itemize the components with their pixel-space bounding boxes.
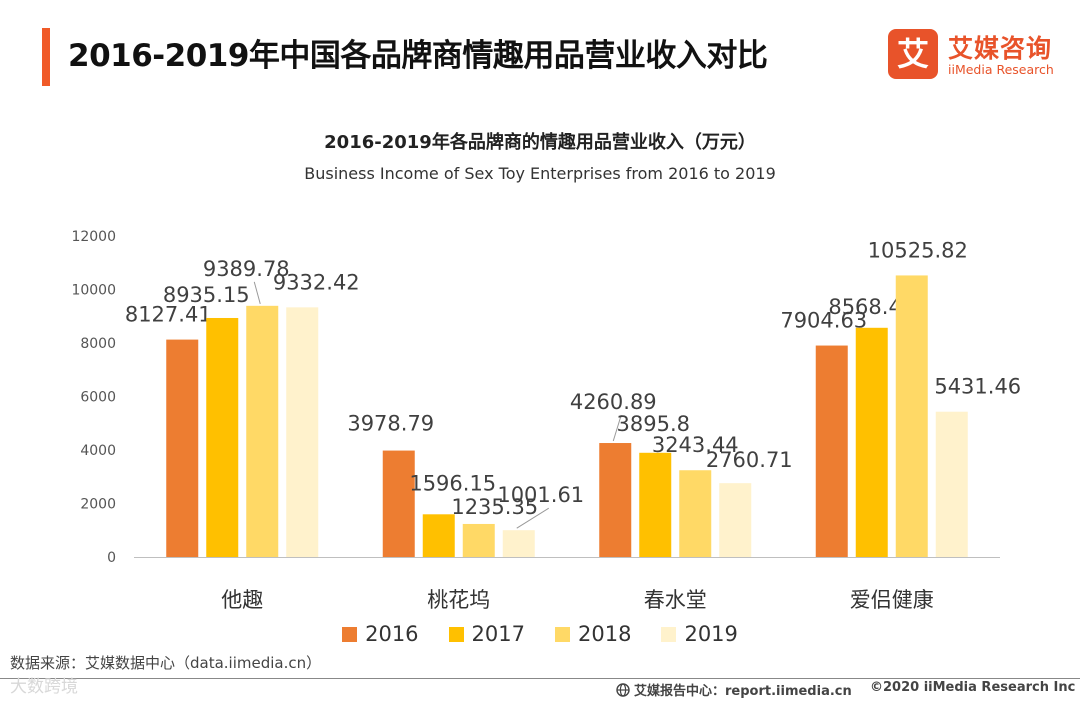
y-tick-label: 10000 (71, 283, 116, 299)
page-title: 2016-2019年中国各品牌商情趣用品营业收入对比 (68, 38, 768, 74)
bar-2019-1 (286, 307, 319, 557)
x-category-label: 爱侣健康 (850, 588, 934, 612)
bar-2017-1 (206, 317, 239, 557)
data-label: 9389.78 (203, 257, 290, 281)
legend-item-2016: 2016 (342, 622, 419, 646)
data-source: 数据来源：艾媒数据中心（data.iimedia.cn） (10, 654, 322, 672)
bar-2019-3 (719, 483, 752, 557)
report-center-link[interactable]: 艾媒报告中心：report.iimedia.cn (616, 680, 852, 699)
leader-line (612, 414, 622, 442)
iimedia-logo: 艾 艾媒咨询 iiMedia Research (888, 29, 1068, 85)
data-label: 4260.89 (570, 390, 657, 414)
legend-label: 2016 (365, 622, 419, 646)
y-tick-label: 8000 (80, 336, 116, 352)
bar-2016-4 (815, 345, 848, 557)
data-label: 5431.46 (934, 375, 1021, 399)
watermark-text: 大数跨境 (10, 677, 78, 697)
bar-2019-4 (935, 411, 968, 557)
data-label: 3243.44 (652, 433, 739, 457)
bar-2016-3 (599, 443, 632, 557)
data-label: 3978.79 (347, 412, 434, 436)
x-category-label: 桃花坞 (427, 588, 490, 612)
legend-label: 2018 (578, 622, 632, 646)
bar-2019-2 (502, 530, 535, 557)
bar-2018-4 (895, 275, 928, 557)
data-label: 7904.63 (780, 309, 867, 333)
data-label: 1235.35 (451, 495, 538, 519)
bar-2018-3 (679, 470, 712, 557)
chart-legend: 2016 2017 2018 2019 (0, 622, 1080, 646)
legend-swatch (342, 626, 358, 642)
legend-swatch (661, 626, 677, 642)
data-label: 8935.15 (163, 283, 250, 307)
legend-swatch (555, 626, 570, 642)
title-accent-bar (42, 28, 50, 86)
bar-2017-4 (855, 327, 888, 557)
bar-2017-2 (422, 514, 455, 557)
x-category-label: 他趣 (221, 588, 263, 612)
y-tick-label: 0 (107, 550, 116, 566)
legend-label: 2019 (684, 622, 738, 646)
footer-divider (0, 678, 1080, 679)
legend-label: 2017 (471, 622, 525, 646)
data-label: 1596.15 (409, 471, 496, 495)
y-tick-label: 12000 (71, 229, 116, 245)
globe-icon (616, 682, 630, 697)
leader-line (516, 507, 550, 529)
bar-2018-2 (462, 523, 495, 557)
logo-chinese-name: 艾媒咨询 (948, 34, 1053, 63)
leader-line (253, 281, 261, 304)
data-label: 8127.41 (125, 303, 212, 327)
legend-item-2018: 2018 (555, 622, 631, 646)
bar-2018-1 (246, 305, 279, 557)
data-label: 2760.71 (706, 448, 793, 472)
data-label: 1001.61 (497, 483, 584, 507)
bar-2016-2 (382, 450, 415, 557)
data-label: 3895.8 (617, 412, 690, 436)
data-label: 10525.82 (868, 238, 968, 262)
chart-title: 2016-2019年各品牌商的情趣用品营业收入（万元） (324, 132, 756, 153)
bar-2016-1 (166, 339, 199, 557)
legend-item-2017: 2017 (448, 622, 525, 646)
y-tick-label: 6000 (80, 390, 116, 406)
x-category-label: 春水堂 (644, 588, 707, 612)
y-tick-label: 4000 (80, 443, 116, 459)
legend-item-2019: 2019 (661, 622, 738, 646)
copyright: ©2020 iiMedia Research Inc (870, 680, 1076, 695)
logo-english-name: iiMedia Research (948, 62, 1054, 77)
y-tick-label: 2000 (80, 497, 116, 513)
data-label: 9332.42 (273, 270, 360, 294)
legend-swatch (448, 626, 464, 642)
report-center-text: 艾媒报告中心：report.iimedia.cn (634, 684, 852, 699)
chart-subtitle: Business Income of Sex Toy Enterprises f… (304, 164, 776, 183)
logo-mark: 艾 (888, 29, 938, 79)
bar-2017-3 (639, 452, 672, 557)
